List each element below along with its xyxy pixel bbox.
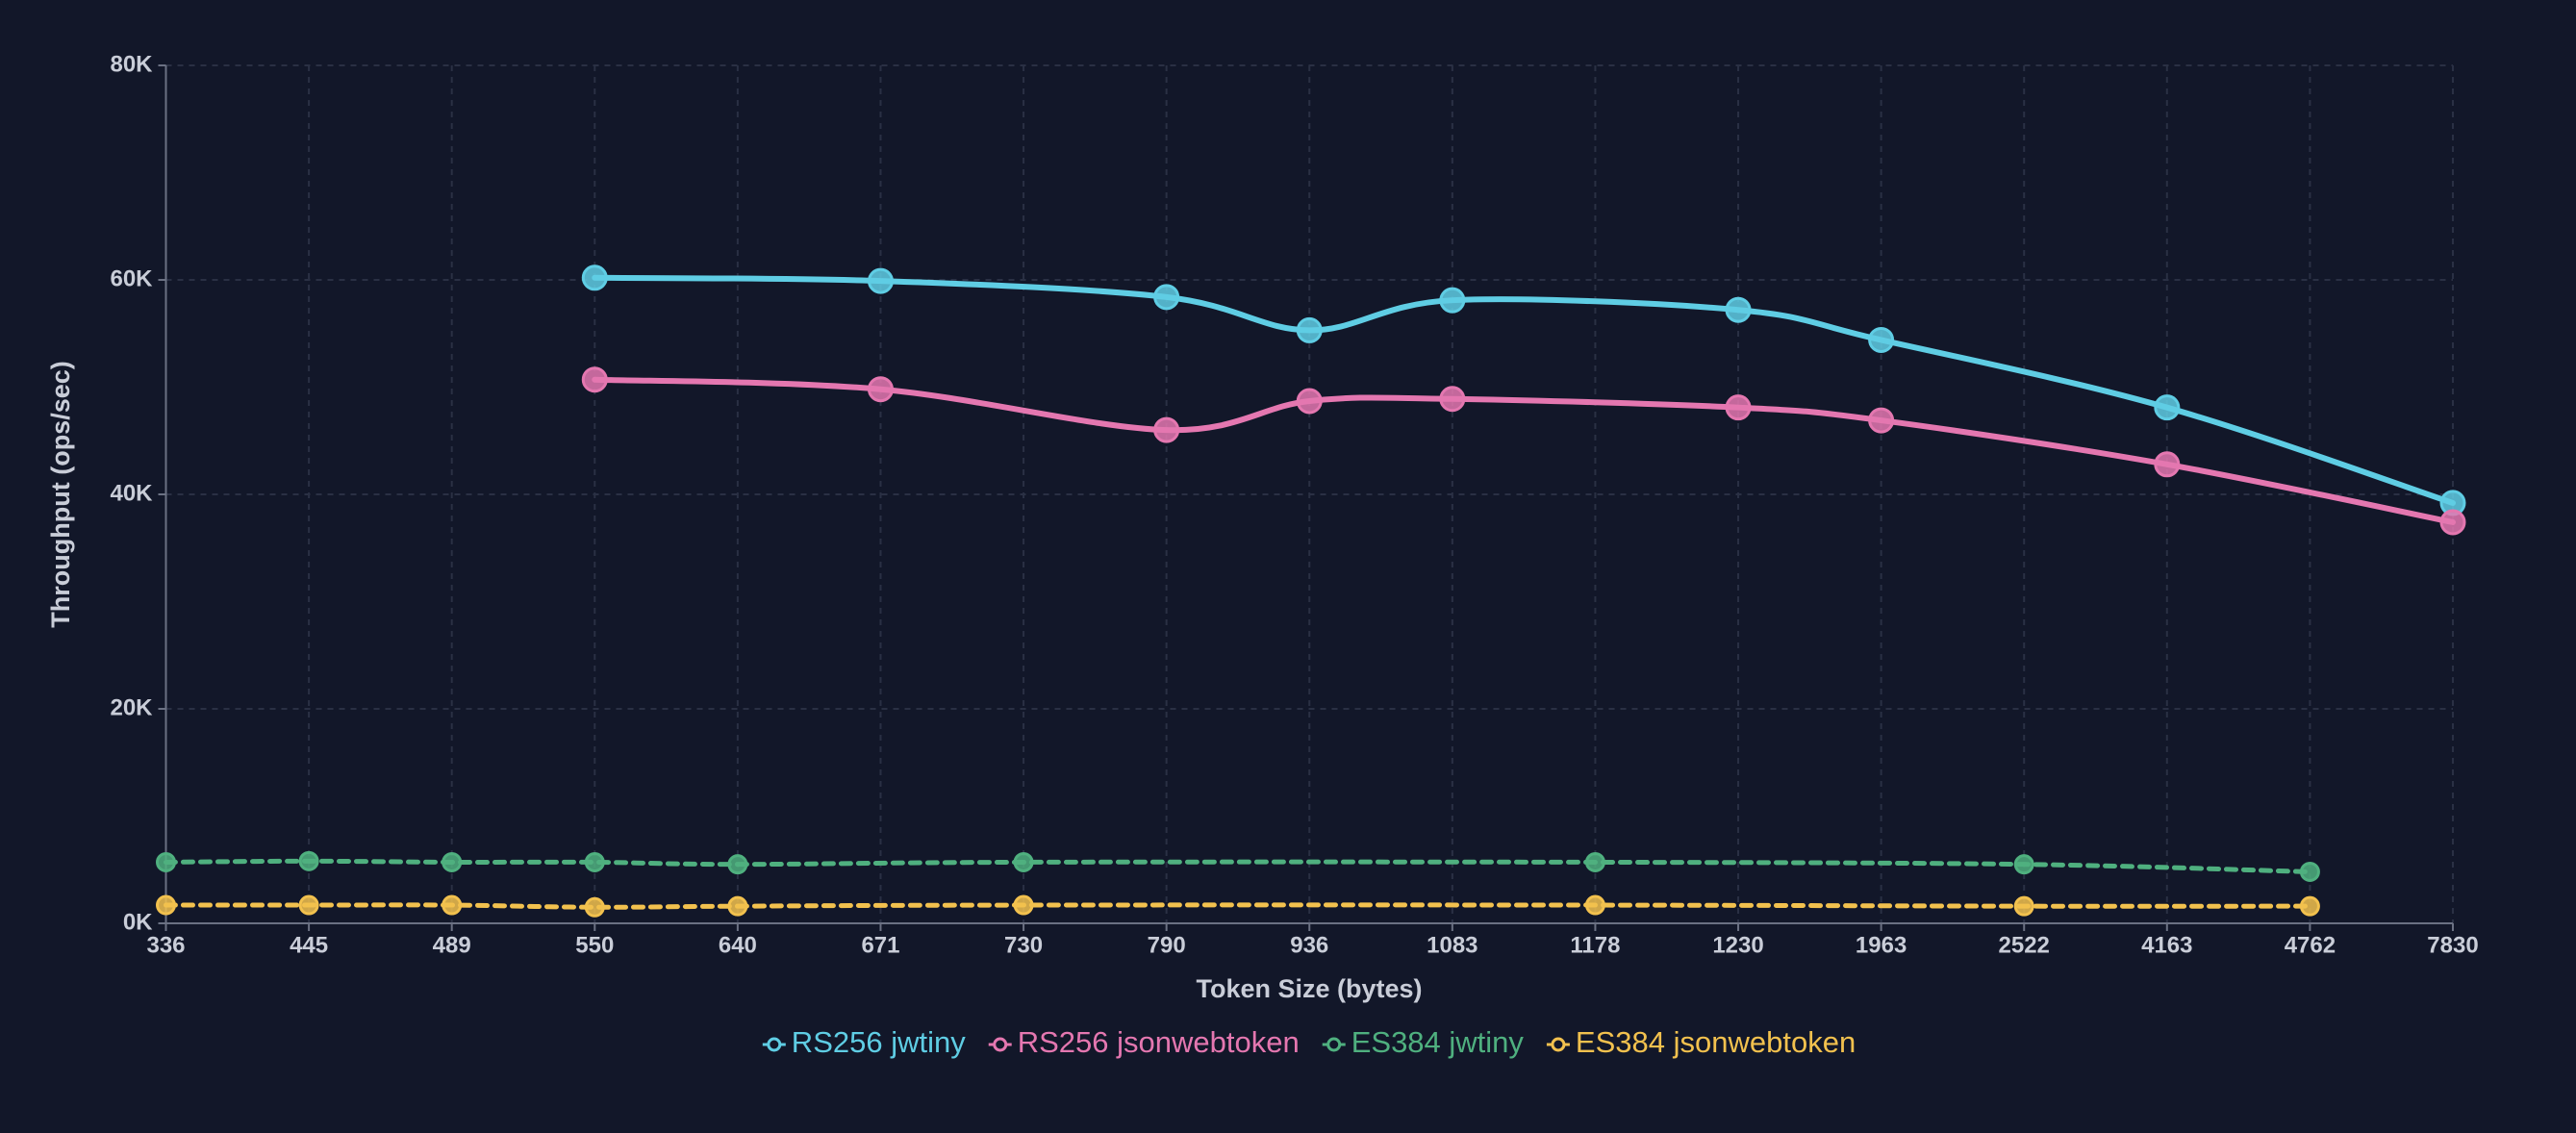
data-point — [2299, 861, 2320, 882]
x-tick-label: 489 — [433, 932, 471, 958]
data-point — [2013, 895, 2034, 917]
data-point — [298, 894, 319, 916]
x-axis-title: Token Size (bytes) — [1196, 974, 1422, 1003]
x-tick-label: 730 — [1004, 932, 1043, 958]
y-tick-label: 80K — [110, 51, 153, 77]
x-tick-label: 550 — [575, 932, 614, 958]
legend-label: ES384 jsonwebtoken — [1576, 1025, 1856, 1059]
data-point — [1439, 287, 1466, 314]
data-point — [1296, 388, 1323, 415]
series-line — [592, 376, 2456, 525]
x-tick-label: 336 — [146, 932, 185, 958]
data-point — [584, 851, 605, 872]
legend-icon-dot — [767, 1037, 782, 1052]
data-point — [1439, 386, 1466, 413]
data-point — [2439, 509, 2466, 536]
x-tick-label: 640 — [719, 932, 757, 958]
legend-item: ES384 jwtiny — [1322, 1025, 1525, 1059]
data-point — [1013, 851, 1034, 872]
data-point — [1153, 284, 1180, 311]
x-tick-label: 936 — [1290, 932, 1328, 958]
data-point — [867, 267, 894, 294]
data-point — [2013, 854, 2034, 875]
series-line — [592, 274, 2456, 506]
data-point — [1725, 394, 1752, 421]
data-point — [1296, 316, 1323, 343]
legend-icon-dot — [1551, 1037, 1566, 1052]
y-tick-label: 40K — [110, 480, 153, 506]
data-point — [581, 366, 608, 393]
data-point — [2299, 895, 2320, 917]
data-point — [581, 264, 608, 291]
data-point — [156, 851, 176, 872]
series-line — [164, 902, 2312, 910]
series-line — [164, 858, 2312, 874]
x-tick-label: 2522 — [1999, 932, 2050, 958]
y-axis-title: Throughput (ops/sec) — [46, 361, 75, 627]
legend-label: RS256 jsonwebtoken — [1018, 1025, 1300, 1059]
legend-label: RS256 jwtiny — [792, 1025, 966, 1059]
x-tick-label: 7830 — [2427, 932, 2478, 958]
data-point — [2154, 451, 2181, 478]
y-tick-label: 0K — [123, 909, 153, 935]
data-point — [1584, 894, 1605, 916]
data-point — [727, 895, 748, 917]
legend-icon-dot — [993, 1037, 1008, 1052]
x-tick-label: 1230 — [1712, 932, 1763, 958]
data-point — [442, 894, 463, 916]
x-tick-label: 790 — [1148, 932, 1186, 958]
x-tick-label: 1083 — [1427, 932, 1477, 958]
legend-item: RS256 jsonwebtoken — [988, 1025, 1300, 1059]
y-tick-label: 60K — [110, 265, 153, 291]
data-point — [584, 896, 605, 918]
data-point — [156, 894, 176, 916]
data-point — [1153, 416, 1180, 443]
legend-item: ES384 jsonwebtoken — [1546, 1025, 1856, 1059]
data-point — [1868, 407, 1895, 434]
data-point — [867, 376, 894, 403]
legend-item: RS256 jwtiny — [762, 1025, 966, 1059]
data-point — [1584, 851, 1605, 872]
data-point — [727, 854, 748, 875]
x-tick-label: 1178 — [1570, 932, 1620, 958]
legend-label: ES384 jwtiny — [1351, 1025, 1525, 1059]
data-point — [1868, 326, 1895, 353]
legend-icon-dot — [1326, 1037, 1342, 1052]
x-tick-label: 445 — [290, 932, 328, 958]
x-tick-label: 671 — [861, 932, 899, 958]
legend: RS256 jwtiny RS256 jsonwebtoken ES384 jwti… — [762, 1025, 1856, 1059]
data-point — [2154, 394, 2181, 421]
x-tick-label: 4762 — [2285, 932, 2336, 958]
x-tick-label: 1963 — [1856, 932, 1907, 958]
data-point — [1013, 894, 1034, 916]
data-point — [1725, 296, 1752, 323]
x-tick-label: 4163 — [2141, 932, 2192, 958]
data-point — [442, 851, 463, 872]
y-tick-label: 20K — [110, 694, 153, 720]
data-point — [298, 850, 319, 871]
